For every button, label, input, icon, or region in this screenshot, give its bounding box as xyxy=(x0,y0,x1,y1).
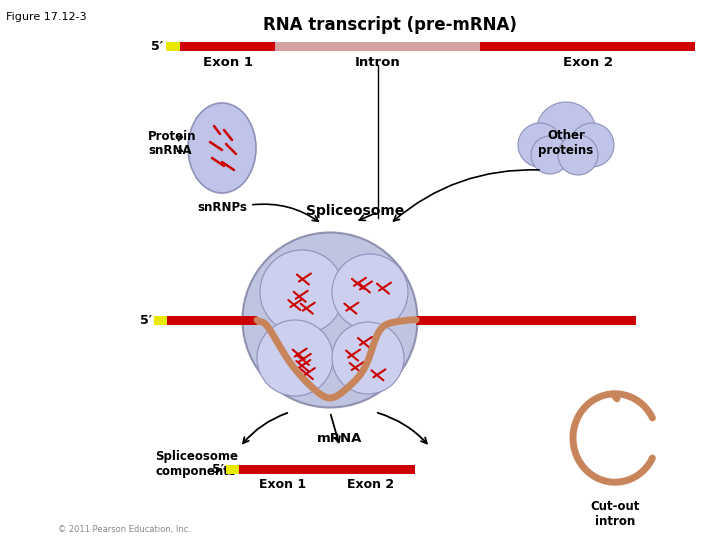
Text: Intron: Intron xyxy=(355,56,401,69)
Text: Exon 1: Exon 1 xyxy=(259,478,307,491)
Text: snRNA: snRNA xyxy=(148,144,192,157)
Text: Cut-out
intron: Cut-out intron xyxy=(590,500,639,528)
Bar xyxy=(275,42,480,51)
Bar xyxy=(166,42,180,51)
Bar xyxy=(180,42,275,51)
Text: 5′: 5′ xyxy=(140,314,152,327)
Bar xyxy=(226,465,239,474)
Ellipse shape xyxy=(188,103,256,193)
Text: Spliceosome
components: Spliceosome components xyxy=(155,450,238,478)
Bar xyxy=(327,465,415,474)
Bar xyxy=(416,316,636,325)
Text: © 2011 Pearson Education, Inc.: © 2011 Pearson Education, Inc. xyxy=(58,525,191,534)
Text: Other
proteins: Other proteins xyxy=(539,129,593,157)
Text: 5′: 5′ xyxy=(212,463,224,476)
Circle shape xyxy=(332,322,404,394)
Circle shape xyxy=(332,254,408,330)
Text: mRNA: mRNA xyxy=(318,432,363,445)
Bar xyxy=(480,42,695,51)
Text: Figure 17.12-3: Figure 17.12-3 xyxy=(6,12,86,22)
Text: snRNPs: snRNPs xyxy=(197,201,247,214)
Circle shape xyxy=(536,102,596,162)
Circle shape xyxy=(558,135,598,175)
Text: Spliceosome: Spliceosome xyxy=(306,204,404,218)
Circle shape xyxy=(260,250,344,334)
Bar xyxy=(167,316,257,325)
Circle shape xyxy=(570,123,614,167)
Text: 5′: 5′ xyxy=(151,40,163,53)
Circle shape xyxy=(531,136,569,174)
Circle shape xyxy=(518,123,562,167)
Bar xyxy=(154,316,167,325)
Circle shape xyxy=(257,320,333,396)
Text: Protein: Protein xyxy=(148,130,197,143)
Bar xyxy=(239,465,327,474)
Ellipse shape xyxy=(243,233,418,408)
Text: Exon 1: Exon 1 xyxy=(203,56,253,69)
Text: Exon 2: Exon 2 xyxy=(563,56,613,69)
Text: Exon 2: Exon 2 xyxy=(348,478,395,491)
Text: RNA transcript (pre-mRNA): RNA transcript (pre-mRNA) xyxy=(263,16,517,34)
